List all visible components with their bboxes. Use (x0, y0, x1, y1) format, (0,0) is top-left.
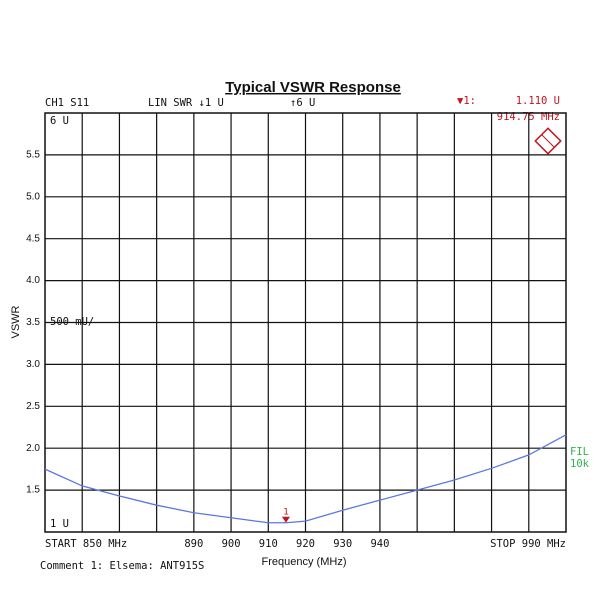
y-tick-label: 3.0 (26, 359, 40, 370)
x-tick-label: 930 (333, 538, 352, 550)
top-label: 6 U (50, 115, 69, 127)
fil-label: FIL (570, 446, 589, 458)
y-tick-label: 3.5 (26, 317, 40, 328)
bottom-label: 1 U (50, 518, 69, 530)
ref-label: ↑6 U (290, 97, 315, 109)
y-tick-label: 4.5 (26, 233, 40, 244)
fil-bw-label: 10k (570, 458, 590, 470)
y-axis-label: VSWR (10, 305, 22, 338)
x-axis-label: Frequency (MHz) (262, 556, 347, 568)
marker (281, 516, 290, 523)
x-tick-label: 890 (184, 538, 203, 550)
x-tick-label: 920 (296, 538, 315, 550)
marker-readout-value: 1.110 U (516, 95, 560, 107)
y-tick-label: 2.5 (26, 401, 40, 412)
logo (534, 127, 562, 155)
marker-label: 1 (283, 507, 288, 517)
y-tick-label: 5.0 (26, 191, 40, 202)
x-tick-label: 910 (259, 538, 278, 550)
y-tick-label: 5.5 (26, 150, 40, 161)
channel-label: CH1 S11 (45, 97, 89, 109)
y-tick-label: 4.0 (26, 275, 40, 286)
chart-title: Typical VSWR Response (225, 79, 401, 96)
stop-label: STOP 990 MHz (490, 538, 566, 550)
y-tick-label: 2.0 (26, 443, 40, 454)
start-label: START 850 MHz (45, 538, 127, 550)
y-tick-label: 1.5 (26, 485, 40, 496)
trace (44, 434, 567, 524)
format-label: LIN SWR ↓1 U (148, 97, 224, 109)
x-tick-label: 900 (222, 538, 241, 550)
marker-symbol: ▼1: (457, 95, 476, 107)
x-tick-label: 940 (370, 538, 389, 550)
comment: Comment 1: Elsema: ANT915S (40, 560, 204, 572)
